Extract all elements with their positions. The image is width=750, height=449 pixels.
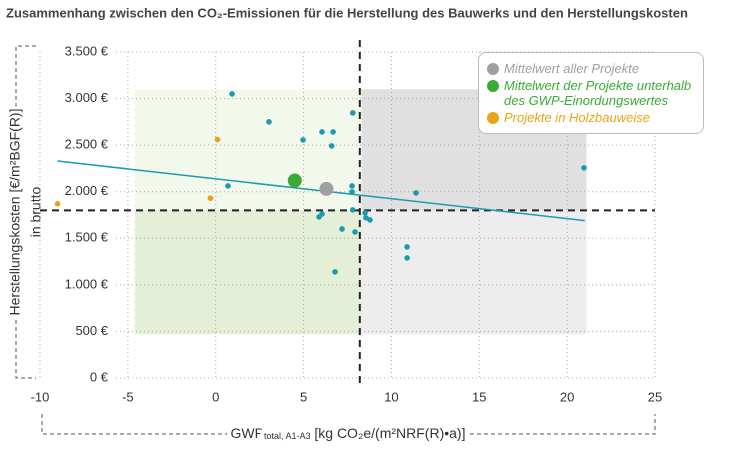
legend-label: Projekte in Holzbauweise: [504, 110, 650, 125]
x-tick-label: 25: [648, 389, 662, 404]
point: [330, 129, 336, 135]
legend-marker: [487, 112, 499, 124]
point: [328, 143, 335, 149]
point: [413, 190, 419, 196]
point: [362, 210, 368, 216]
x-tick-label: 15: [472, 389, 486, 404]
point: [319, 181, 334, 196]
point: [367, 217, 373, 223]
y-tick-label: 2.500 €: [65, 137, 109, 152]
y-tick-label: 0 €: [90, 369, 109, 384]
plot-area: 0 € 500 € 1.000 € 1.500 € 2.000 € 2.500 € 3.00…: [31, 40, 662, 404]
point: [349, 110, 356, 116]
y-axis-label-2: in brutto: [28, 186, 44, 237]
x-tick-label: 20: [560, 389, 574, 404]
y-tick-label: 3.500 €: [65, 43, 109, 58]
chart-title: Zusammenhang zwischen den CO₂-Emissionen…: [6, 5, 688, 20]
legend-marker: [487, 63, 499, 75]
point: [352, 229, 358, 235]
legend-item: Projekte in Holzbauweise: [487, 110, 695, 125]
point: [214, 136, 221, 143]
region: [361, 210, 587, 335]
legend-label: Mittelwert aller Projekte: [504, 61, 640, 76]
legend-item: Mittelwert der Projekte unterhalb des GW…: [487, 78, 695, 108]
legend: Mittelwert aller Projekte Mittelwert der …: [478, 52, 704, 134]
point: [404, 244, 410, 250]
y-tick-label: 1.000 €: [65, 276, 109, 291]
y-bracket: [15, 45, 36, 379]
region: [134, 210, 362, 335]
x-label-main: GWP: [231, 425, 264, 441]
y-tick-label: 2.000 €: [65, 183, 109, 198]
point: [266, 119, 272, 125]
x-tick-label: 0: [212, 389, 219, 404]
point: [581, 165, 587, 171]
x-tick-label: -5: [122, 389, 134, 404]
point: [300, 137, 306, 143]
x-tick-label: 5: [300, 389, 307, 404]
point: [339, 226, 345, 232]
point: [349, 183, 355, 189]
y-tick-label: 3.000 €: [65, 90, 109, 105]
x-bracket: [41, 414, 656, 435]
legend-label: Mittelwert der Projekte unterhalb des GW…: [504, 78, 692, 108]
x-tick-label: 10: [384, 389, 398, 404]
y-axis-label: Herstellungskosten [€/m²BGF(R)]: [7, 109, 23, 316]
legend-item: Mittelwert aller Projekte: [487, 61, 695, 76]
point: [229, 91, 235, 97]
y-tick-label: 500 €: [75, 323, 108, 338]
point: [54, 201, 61, 207]
point: [287, 173, 302, 188]
x-tick-label: -10: [31, 389, 50, 404]
point: [349, 189, 355, 195]
axis-brackets: [15, 45, 656, 435]
x-label-sub: total, A1-A3: [264, 431, 311, 441]
point: [349, 207, 356, 213]
x-label-unit: [kg CO₂e/(m²NRF(R)•a)]: [310, 425, 465, 441]
point: [225, 183, 231, 189]
point: [319, 129, 325, 135]
point: [319, 211, 325, 217]
y-tick-label: 1.500 €: [65, 230, 109, 245]
x-axis-label: GWPtotal, A1-A3 [kg CO₂e/(m²NRF(R)•a)]: [231, 425, 466, 442]
point: [332, 269, 338, 275]
legend-marker: [487, 80, 499, 92]
point: [404, 255, 410, 261]
point: [207, 195, 214, 202]
